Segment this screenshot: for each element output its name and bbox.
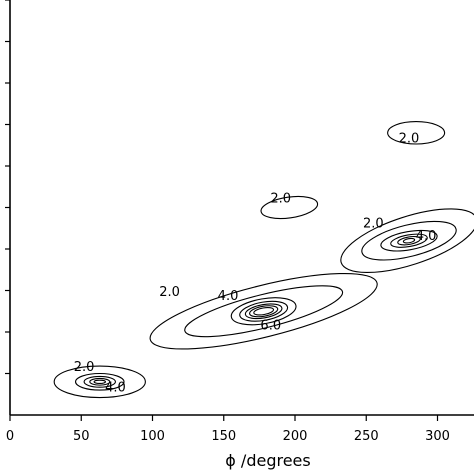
contour-line: [340, 208, 474, 274]
x-axis-title: ϕ /degrees: [225, 451, 310, 470]
axes: [9, 0, 474, 416]
contour-line: [380, 229, 438, 252]
contour-line: [387, 121, 446, 145]
contour-line: [239, 300, 289, 322]
contour-level-label: 4.0: [416, 229, 437, 244]
contour-labels: 2.0 4.0 2.0 4.0 6.0 2.0 4.0 2.0 2.0: [74, 132, 437, 396]
contour-level-label: 2.0: [363, 217, 384, 232]
contour-lines: [53, 121, 474, 399]
contour-line: [253, 306, 275, 316]
contour-line: [184, 285, 344, 338]
x-tick-label: 200: [283, 429, 308, 444]
x-tick-label: 150: [211, 429, 236, 444]
x-tick-label: 0: [6, 429, 14, 444]
contour-line: [93, 379, 107, 385]
x-ticks: 0 50 100 150 200 250 300: [6, 415, 450, 444]
contour-level-label: 2.0: [159, 285, 180, 300]
x-tick-label: 250: [354, 429, 379, 444]
contour-line: [75, 372, 125, 391]
contour-level-label: 6.0: [260, 318, 281, 333]
x-tick-label: 100: [140, 429, 165, 444]
contour-level-label: 4.0: [105, 381, 126, 396]
contour-level-label: 2.0: [270, 192, 291, 207]
contour-line: [260, 195, 319, 220]
x-tick-label: 50: [73, 429, 90, 444]
contour-line: [397, 235, 421, 246]
x-tick-label: 300: [425, 429, 450, 444]
contour-line: [390, 233, 428, 248]
contour-line: [244, 303, 283, 320]
contour-level-label: 4.0: [218, 289, 239, 304]
contour-line: [230, 297, 297, 326]
contour-line: [89, 377, 111, 386]
contour-level-label: 2.0: [74, 360, 95, 375]
contour-level-label: 2.0: [399, 132, 420, 147]
contour-line: [83, 375, 116, 388]
contour-line: [149, 272, 378, 350]
contour-line: [361, 220, 457, 261]
contour-line: [53, 365, 146, 399]
contour-line: [249, 305, 279, 318]
y-ticks: [5, 0, 10, 375]
contour-line: [402, 237, 416, 244]
